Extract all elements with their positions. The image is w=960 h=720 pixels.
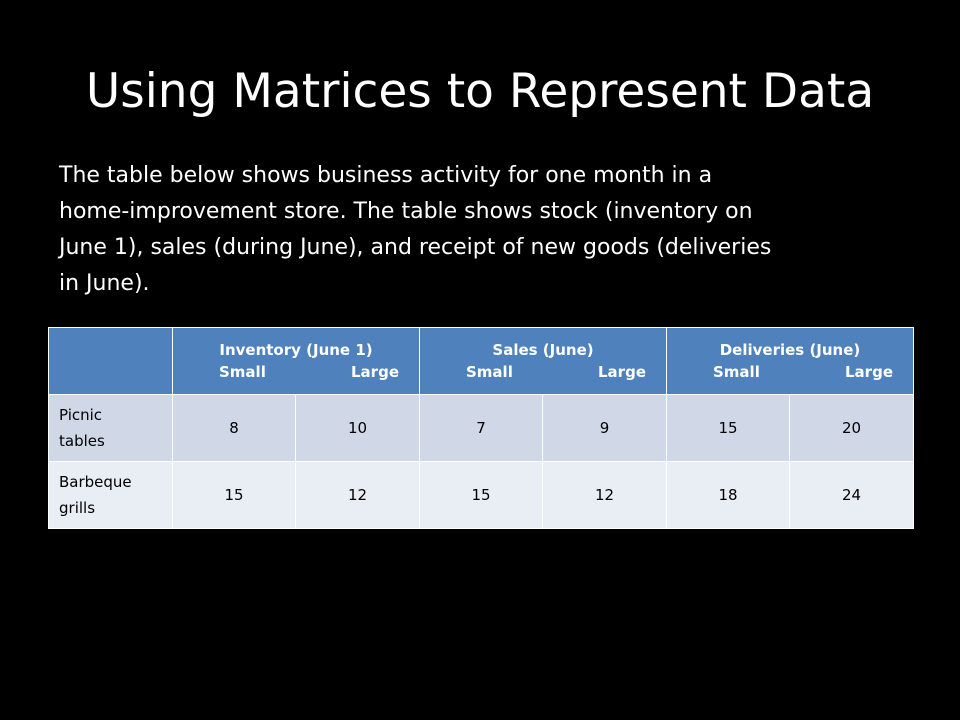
table-cell: 15 (419, 461, 543, 529)
description-line: The table below shows business activity … (59, 163, 713, 188)
subheader-small: Small (219, 363, 266, 381)
row-label-line: tables (59, 432, 105, 450)
subheader-row: Small Large (420, 361, 666, 383)
description-line: June 1), sales (during June), and receip… (59, 235, 772, 260)
header-deliveries: Deliveries (June) Small Large (666, 327, 914, 395)
table-row-picnic-tables: Picnic tables 8 10 7 9 15 20 (48, 394, 914, 462)
row-label: Picnic tables (48, 394, 173, 462)
table-cell: 8 (172, 394, 296, 462)
group-title: Inventory (June 1) (219, 341, 373, 359)
table-header-row: Inventory (June 1) Small Large Sales (Ju… (48, 327, 914, 395)
business-activity-table: Inventory (June 1) Small Large Sales (Ju… (48, 327, 914, 529)
table-cell: 12 (542, 461, 667, 529)
table-cell: 20 (789, 394, 914, 462)
header-sales: Sales (June) Small Large (419, 327, 667, 395)
description-line: home-improvement store. The table shows … (59, 199, 753, 224)
table-cell: 15 (172, 461, 296, 529)
subheader-large: Large (845, 363, 893, 381)
table-cell: 7 (419, 394, 543, 462)
row-label-line: Barbeque (59, 473, 132, 491)
header-corner-cell (48, 327, 173, 395)
subheader-large: Large (598, 363, 646, 381)
description-line: in June). (59, 271, 150, 296)
row-label-line: Picnic (59, 406, 103, 424)
table-cell: 18 (666, 461, 790, 529)
table-cell: 24 (789, 461, 914, 529)
slide-title: Using Matrices to Represent Data (85, 64, 875, 119)
subheader-row: Small Large (667, 361, 913, 383)
group-title: Deliveries (June) (719, 341, 861, 359)
row-label: Barbeque grills (48, 461, 173, 529)
subheader-row: Small Large (173, 361, 419, 383)
row-label-line: grills (59, 499, 96, 517)
table-cell: 9 (542, 394, 667, 462)
subheader-small: Small (466, 363, 513, 381)
table-cell: 15 (666, 394, 790, 462)
subheader-large: Large (351, 363, 399, 381)
table-cell: 12 (295, 461, 420, 529)
table-cell: 10 (295, 394, 420, 462)
group-title: Sales (June) (492, 341, 594, 359)
table-row-barbeque-grills: Barbeque grills 15 12 15 12 18 24 (48, 461, 914, 529)
description-paragraph: The table below shows business activity … (59, 158, 909, 302)
header-inventory: Inventory (June 1) Small Large (172, 327, 420, 395)
subheader-small: Small (713, 363, 760, 381)
